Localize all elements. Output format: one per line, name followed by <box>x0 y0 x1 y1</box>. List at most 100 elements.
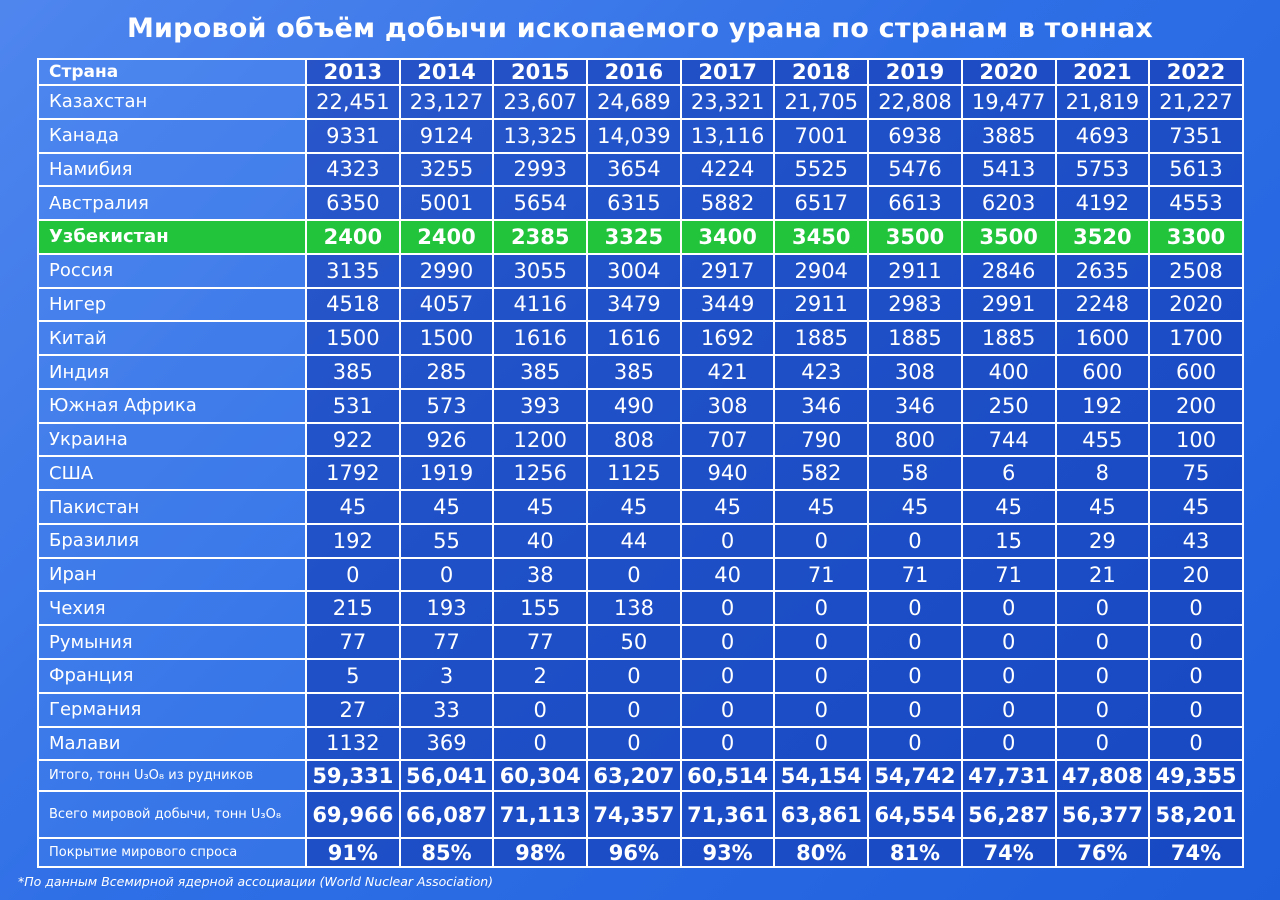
value-cell-2016: 138 <box>586 590 682 627</box>
value-cell-2015: 5654 <box>492 185 589 222</box>
value-cell-2014: 4057 <box>398 286 495 323</box>
value-cell-2017: 0 <box>679 658 776 694</box>
summary-value-2022: 58,201 <box>1148 789 1244 840</box>
value-cell-2013: 1792 <box>305 455 401 492</box>
value-cell-2018: 790 <box>773 421 870 458</box>
country-cell: Узбекистан <box>37 219 307 255</box>
value-cell-2019: 0 <box>867 522 963 559</box>
value-cell-2018: 3450 <box>773 219 870 255</box>
summary-value-2017: 60,514 <box>679 759 776 792</box>
value-cell-2018: 2904 <box>773 252 870 289</box>
value-cell-2021: 455 <box>1054 421 1151 458</box>
value-cell-2019: 308 <box>867 354 963 390</box>
value-cell-2021: 600 <box>1054 354 1151 390</box>
summary-value-2018: 80% <box>773 837 870 868</box>
value-cell-2020: 250 <box>960 387 1057 424</box>
value-cell-2021: 0 <box>1054 624 1151 661</box>
value-cell-2015: 2385 <box>492 219 589 255</box>
value-cell-2013: 1500 <box>305 320 401 357</box>
table-row: Казахстан 22,451 23,127 23,607 24,689 23,321 2… <box>37 84 1244 120</box>
value-cell-2019: 800 <box>867 421 963 458</box>
table-row-highlighted: Узбекистан 2400 2400 2385 3325 3400 3450 3500 35… <box>37 219 1244 255</box>
value-cell-2019: 0 <box>867 725 963 762</box>
summary-value-2020: 74% <box>960 837 1057 868</box>
value-cell-2020: 2846 <box>960 252 1057 289</box>
value-cell-2013: 192 <box>305 522 401 559</box>
value-cell-2017: 3400 <box>679 219 776 255</box>
value-cell-2015: 385 <box>492 354 589 390</box>
value-cell-2016: 0 <box>586 725 682 762</box>
value-cell-2016: 1616 <box>586 320 682 357</box>
value-cell-2016: 6315 <box>586 185 682 222</box>
summary-value-2013: 59,331 <box>305 759 401 792</box>
value-cell-2020: 0 <box>960 691 1057 728</box>
value-cell-2018: 346 <box>773 387 870 424</box>
value-cell-2017: 707 <box>679 421 776 458</box>
value-cell-2020: 5413 <box>960 151 1057 188</box>
value-cell-2014: 55 <box>398 522 495 559</box>
value-cell-2015: 0 <box>492 725 589 762</box>
value-cell-2022: 100 <box>1148 421 1244 458</box>
table-row: Румыния 77 77 77 50 0 0 0 0 0 0 <box>37 624 1244 661</box>
value-cell-2013: 6350 <box>305 185 401 222</box>
value-cell-2021: 3520 <box>1054 219 1151 255</box>
value-cell-2015: 13,325 <box>492 117 589 154</box>
value-cell-2019: 58 <box>867 455 963 492</box>
country-cell: Нигер <box>37 286 307 323</box>
value-cell-2015: 77 <box>492 624 589 661</box>
value-cell-2020: 0 <box>960 624 1057 661</box>
summary-value-2021: 76% <box>1054 837 1151 868</box>
footnote: *По данным Всемирной ядерной ассоциации … <box>18 874 494 889</box>
value-cell-2013: 77 <box>305 624 401 661</box>
value-cell-2015: 1200 <box>492 421 589 458</box>
value-cell-2021: 8 <box>1054 455 1151 492</box>
value-cell-2016: 50 <box>586 624 682 661</box>
summary-value-2016: 63,207 <box>586 759 682 792</box>
value-cell-2017: 421 <box>679 354 776 390</box>
table-row: США 1792 1919 1256 1125 940 582 58 6 8 75 <box>37 455 1244 492</box>
value-cell-2018: 7001 <box>773 117 870 154</box>
summary-value-2018: 54,154 <box>773 759 870 792</box>
year-header-2014: 2014 <box>398 58 495 86</box>
value-cell-2017: 5882 <box>679 185 776 222</box>
summary-value-2022: 74% <box>1148 837 1244 868</box>
value-cell-2021: 4192 <box>1054 185 1151 222</box>
value-cell-2014: 285 <box>398 354 495 390</box>
header-row: Страна 2013 2014 2015 2016 2017 2018 2019 2020 2… <box>37 58 1244 86</box>
value-cell-2022: 0 <box>1148 725 1244 762</box>
value-cell-2019: 0 <box>867 658 963 694</box>
table-row: Франция 5 3 2 0 0 0 0 0 0 0 <box>37 658 1244 694</box>
value-cell-2019: 2911 <box>867 252 963 289</box>
country-cell: Австралия <box>37 185 307 222</box>
country-cell: Иран <box>37 556 307 593</box>
value-cell-2021: 0 <box>1054 658 1151 694</box>
table-row: Нигер 4518 4057 4116 3479 3449 2911 2983 2991 224… <box>37 286 1244 323</box>
value-cell-2019: 6938 <box>867 117 963 154</box>
value-cell-2016: 0 <box>586 658 682 694</box>
value-cell-2020: 19,477 <box>960 84 1057 120</box>
uranium-production-table: Страна 2013 2014 2015 2016 2017 2018 2019 2020 2… <box>37 58 1244 868</box>
value-cell-2021: 0 <box>1054 725 1151 762</box>
value-cell-2022: 600 <box>1148 354 1244 390</box>
value-cell-2019: 0 <box>867 624 963 661</box>
value-cell-2016: 14,039 <box>586 117 682 154</box>
value-cell-2020: 71 <box>960 556 1057 593</box>
value-cell-2017: 940 <box>679 455 776 492</box>
value-cell-2021: 0 <box>1054 590 1151 627</box>
value-cell-2018: 0 <box>773 624 870 661</box>
value-cell-2016: 808 <box>586 421 682 458</box>
value-cell-2021: 1600 <box>1054 320 1151 357</box>
summary-value-2016: 74,357 <box>586 789 682 840</box>
value-cell-2021: 21 <box>1054 556 1151 593</box>
summary-value-2019: 54,742 <box>867 759 963 792</box>
value-cell-2018: 5525 <box>773 151 870 188</box>
country-column-header: Страна <box>37 58 307 86</box>
summary-value-2020: 56,287 <box>960 789 1057 840</box>
value-cell-2017: 1692 <box>679 320 776 357</box>
value-cell-2020: 45 <box>960 489 1057 525</box>
value-cell-2017: 45 <box>679 489 776 525</box>
value-cell-2015: 393 <box>492 387 589 424</box>
summary-value-2014: 56,041 <box>398 759 495 792</box>
country-cell: Индия <box>37 354 307 390</box>
value-cell-2019: 5476 <box>867 151 963 188</box>
